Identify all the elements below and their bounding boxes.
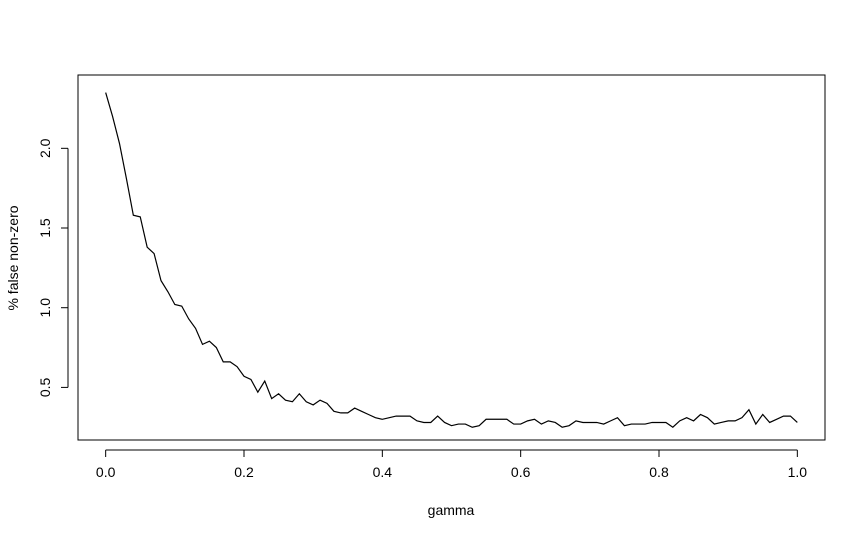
x-tick-label: 0.2 — [234, 464, 254, 480]
x-axis-label: gamma — [428, 502, 475, 518]
y-tick-label: 2.0 — [37, 138, 53, 158]
x-tick-label: 1.0 — [788, 464, 808, 480]
x-tick-label: 0.0 — [96, 464, 116, 480]
x-tick-label: 0.6 — [511, 464, 531, 480]
y-tick-label: 1.5 — [37, 218, 53, 238]
data-line — [105, 92, 798, 429]
y-axis-label: % false non-zero — [5, 205, 21, 310]
plot-box — [77, 74, 826, 441]
y-tick-label: 1.0 — [37, 298, 53, 318]
y-tick-label: 0.5 — [37, 377, 53, 397]
x-tick-label: 0.4 — [373, 464, 393, 480]
x-tick-label: 0.8 — [649, 464, 669, 480]
